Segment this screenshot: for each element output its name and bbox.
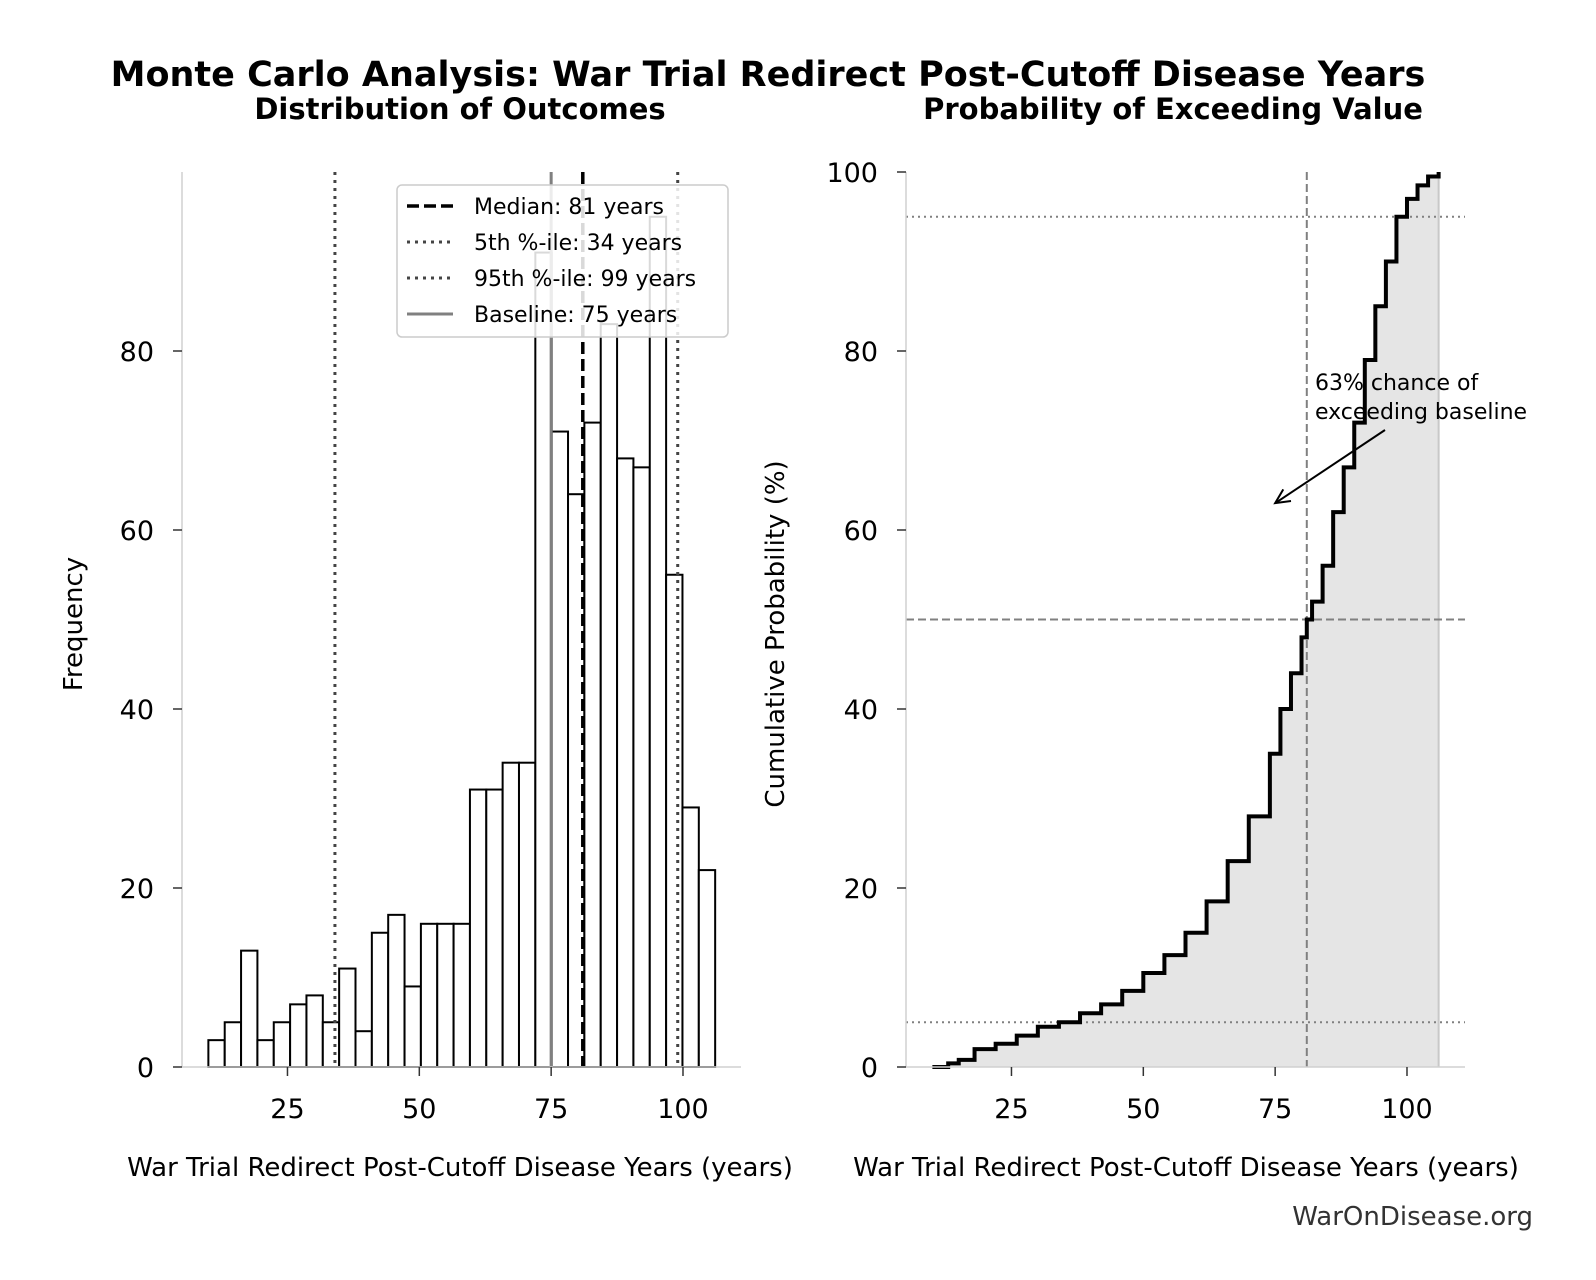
histogram-bar xyxy=(550,430,570,1068)
annotation-arrow xyxy=(1274,429,1386,504)
histogram-bar xyxy=(616,457,635,1068)
cumulative-x-tick-label: 25 xyxy=(994,1094,1028,1125)
histogram-bar xyxy=(681,806,700,1068)
histogram-bar xyxy=(338,967,357,1068)
legend-p5-label: 5th %-ile: 34 years xyxy=(474,231,682,256)
annotation-line-2: exceeding baseline xyxy=(1315,400,1527,425)
histogram-bar xyxy=(223,1021,243,1068)
histogram-bars xyxy=(207,215,717,1069)
histogram-legend: Median: 81 years 5th %-ile: 34 years 95t… xyxy=(396,184,729,338)
histogram-x-ticks: 25 50 75 100 xyxy=(270,1067,709,1125)
histogram-bar xyxy=(403,985,422,1069)
histogram-bar xyxy=(321,1021,341,1068)
histogram-bar xyxy=(272,1021,292,1068)
histogram-bar xyxy=(207,1039,226,1069)
cumulative-x-tick-label: 75 xyxy=(1258,1094,1292,1125)
legend-median-label: Median: 81 years xyxy=(474,195,664,220)
histogram-bar xyxy=(354,1030,373,1068)
histogram-bar xyxy=(697,869,717,1068)
histogram-bar xyxy=(665,573,684,1068)
histogram-title: Distribution of Outcomes xyxy=(254,92,665,126)
histogram-bar xyxy=(419,922,439,1068)
histogram-x-tick-label: 50 xyxy=(402,1094,436,1125)
histogram-bar xyxy=(468,788,488,1068)
histogram-bar xyxy=(648,215,668,1068)
histogram-bar xyxy=(452,922,471,1068)
cumulative-y-tick-label: 40 xyxy=(844,695,878,726)
cumulative-title: Probability of Exceeding Value xyxy=(923,92,1423,126)
cumulative-line xyxy=(932,172,1441,1069)
cumulative-x-label: War Trial Redirect Post-Cutoff Disease Y… xyxy=(853,1153,1519,1183)
legend-p95-label: 95th %-ile: 99 years xyxy=(474,267,696,292)
histogram-bar xyxy=(305,994,324,1069)
histogram-bar xyxy=(599,323,619,1068)
histogram-bar xyxy=(289,1003,308,1068)
histogram-y-tick-label: 40 xyxy=(120,695,154,726)
histogram-bar xyxy=(534,251,553,1069)
histogram-bar xyxy=(485,788,504,1068)
footer-source: WarOnDisease.org xyxy=(1292,1202,1533,1232)
cumulative-chart: Probability of Exceeding Value 25 50 75 100… xyxy=(761,92,1527,1183)
histogram-chart: Distribution of Outcomes 25 50 75 100 0 20 40… xyxy=(59,92,793,1183)
cumulative-y-ticks: 0 20 40 60 80 100 xyxy=(826,158,906,1084)
legend-baseline-label: Baseline: 75 years xyxy=(474,303,677,328)
histogram-y-tick-label: 80 xyxy=(120,337,154,368)
histogram-bar xyxy=(387,913,406,1068)
cumulative-y-tick-label: 60 xyxy=(844,516,878,547)
annotation-arrowhead xyxy=(1273,488,1292,505)
histogram-bar xyxy=(436,922,455,1068)
histogram-y-label: Frequency xyxy=(59,557,89,691)
cumulative-y-tick-label: 100 xyxy=(826,158,878,189)
cumulative-y-tick-label: 80 xyxy=(844,337,878,368)
histogram-y-ticks: 0 20 40 60 80 xyxy=(120,337,182,1084)
histogram-bar xyxy=(256,1039,275,1069)
histogram-x-tick-label: 75 xyxy=(534,1094,568,1125)
annotation-line-1: 63% chance of xyxy=(1315,371,1479,396)
cumulative-area xyxy=(932,172,1439,1067)
histogram-y-tick-label: 0 xyxy=(137,1053,154,1084)
legend-box xyxy=(396,184,729,338)
histogram-bar xyxy=(632,466,651,1069)
cumulative-y-tick-label: 0 xyxy=(861,1053,878,1084)
figure-title: Monte Carlo Analysis: War Trial Redirect… xyxy=(111,55,1426,95)
cumulative-x-tick-label: 100 xyxy=(1381,1094,1433,1125)
histogram-x-label: War Trial Redirect Post-Cutoff Disease Y… xyxy=(127,1153,793,1183)
histogram-bar xyxy=(501,761,520,1068)
cumulative-annotation: 63% chance of exceeding baseline xyxy=(1273,371,1527,505)
histogram-bar xyxy=(517,761,537,1068)
histogram-x-tick-label: 25 xyxy=(270,1094,304,1125)
histogram-bar xyxy=(583,421,602,1069)
cumulative-y-label: Cumulative Probability (%) xyxy=(761,460,791,807)
histogram-bar xyxy=(240,949,259,1069)
cumulative-x-tick-label: 50 xyxy=(1126,1094,1160,1125)
cumulative-y-tick-label: 20 xyxy=(844,874,878,905)
cumulative-x-ticks: 25 50 75 100 xyxy=(994,1067,1433,1125)
histogram-y-tick-label: 20 xyxy=(120,874,154,905)
histogram-bar xyxy=(370,931,390,1068)
histogram-y-tick-label: 60 xyxy=(120,516,154,547)
histogram-x-tick-label: 100 xyxy=(657,1094,709,1125)
